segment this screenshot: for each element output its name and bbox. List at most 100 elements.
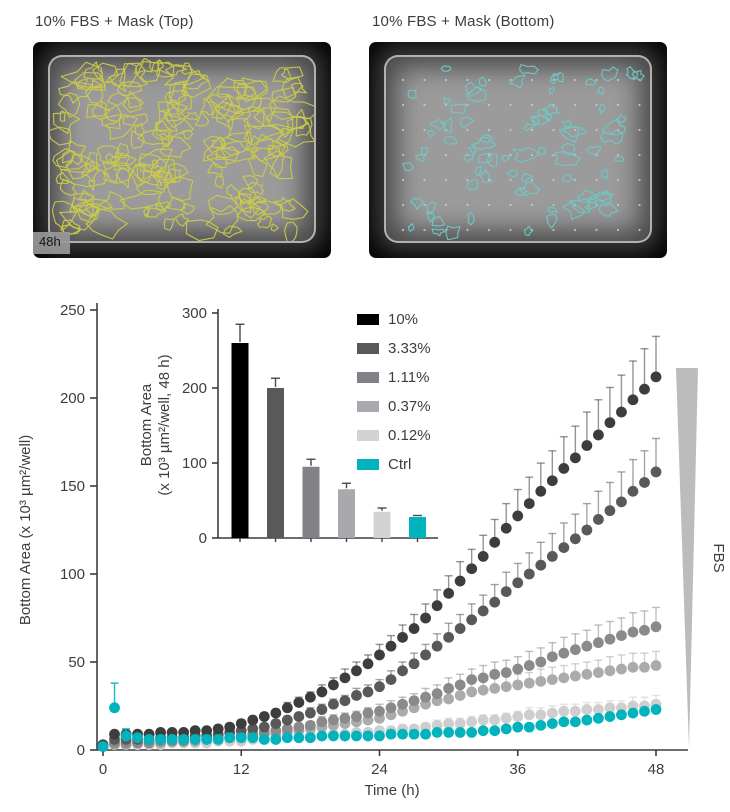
microscopy-image-bottom xyxy=(369,42,667,258)
inset-y-tick-label: 100 xyxy=(182,455,207,472)
y-tick-label: 150 xyxy=(60,478,85,495)
data-point xyxy=(374,730,385,742)
data-point xyxy=(581,714,593,726)
data-point xyxy=(569,452,581,464)
data-point xyxy=(639,477,650,488)
data-point xyxy=(224,721,236,733)
data-point xyxy=(385,728,397,740)
data-point xyxy=(592,514,604,525)
data-point xyxy=(316,686,328,698)
data-point xyxy=(604,417,616,429)
data-point xyxy=(466,614,478,626)
data-point xyxy=(500,522,512,534)
legend-swatch xyxy=(357,429,379,441)
data-point xyxy=(281,702,293,714)
data-point xyxy=(339,695,351,707)
panel-title-bottom-mask: 10% FBS + Mask (Bottom) xyxy=(372,13,555,30)
data-point xyxy=(281,732,293,744)
data-point xyxy=(558,705,570,717)
data-point xyxy=(178,734,190,745)
data-point xyxy=(454,623,466,634)
data-point xyxy=(650,704,662,715)
data-point xyxy=(489,714,501,726)
legend-label: Ctrl xyxy=(388,455,412,473)
data-point xyxy=(385,674,397,685)
microscopy-image-top: 48h xyxy=(33,42,331,258)
data-point xyxy=(351,665,362,677)
data-point xyxy=(201,725,213,737)
data-point xyxy=(397,728,408,740)
data-point xyxy=(270,718,282,729)
data-point xyxy=(293,721,305,733)
data-point xyxy=(627,707,639,719)
inset-y-tick-label: 0 xyxy=(199,530,207,547)
data-point xyxy=(500,586,512,597)
data-point xyxy=(466,716,478,728)
data-point xyxy=(523,721,535,733)
main-x-axis-label: Time (h) xyxy=(364,782,419,799)
bar-0.12% xyxy=(373,511,391,538)
data-point xyxy=(558,647,570,659)
data-point xyxy=(431,640,443,652)
data-point xyxy=(592,712,604,724)
data-point xyxy=(512,679,524,691)
legend-label: 10% xyxy=(388,310,419,328)
data-point xyxy=(546,674,558,685)
data-point xyxy=(155,734,167,745)
bar-Ctrl xyxy=(409,517,426,538)
data-point xyxy=(535,485,547,497)
bar-0.37% xyxy=(338,489,355,538)
data-point xyxy=(523,568,535,580)
data-point xyxy=(581,640,593,652)
data-point xyxy=(420,612,431,624)
data-point xyxy=(604,665,616,677)
data-point xyxy=(523,677,535,689)
y-tick-label: 50 xyxy=(68,654,85,671)
data-point xyxy=(616,663,627,675)
data-point xyxy=(258,734,270,745)
legend-label: 0.37% xyxy=(388,397,431,415)
data-point xyxy=(408,658,420,670)
data-point xyxy=(270,734,282,745)
data-point xyxy=(581,524,593,536)
data-point xyxy=(569,533,581,545)
data-point xyxy=(420,649,431,661)
data-point xyxy=(293,711,305,722)
data-point xyxy=(189,734,201,745)
bar-1.11% xyxy=(302,466,320,538)
data-point xyxy=(616,406,627,418)
data-point xyxy=(489,596,501,608)
data-point xyxy=(466,686,478,698)
data-point xyxy=(304,732,316,744)
legend-swatch xyxy=(357,371,379,383)
data-point xyxy=(247,732,259,744)
data-point xyxy=(270,707,282,719)
bar-3.33% xyxy=(267,388,284,538)
data-point xyxy=(650,621,662,633)
data-point xyxy=(512,577,524,589)
legend-item: 0.12% xyxy=(357,427,431,443)
data-point xyxy=(627,485,639,497)
data-point xyxy=(512,711,524,722)
data-point xyxy=(592,429,604,441)
inset-y-tick-label: 300 xyxy=(182,305,207,322)
inset-y-axis-label-line2: (x 10³ µm²/well, 48 h) xyxy=(156,354,173,495)
data-point xyxy=(546,651,558,663)
data-point xyxy=(328,679,339,691)
data-point xyxy=(604,702,616,714)
data-point xyxy=(362,686,374,698)
fbs-gradient-triangle xyxy=(676,368,698,748)
data-point xyxy=(339,730,351,742)
data-point xyxy=(351,730,362,742)
data-point xyxy=(466,727,478,738)
data-point xyxy=(592,704,604,715)
inset-bar-chart: 0 100 200 300 xyxy=(182,305,426,547)
data-point xyxy=(212,734,224,745)
data-point xyxy=(293,697,305,708)
data-point xyxy=(443,718,455,729)
data-point xyxy=(639,661,650,673)
data-point xyxy=(443,587,455,599)
data-point xyxy=(454,718,466,729)
data-point xyxy=(397,631,408,643)
legend: 10% 3.33% 1.11% 0.37% 0.12% Ctrl xyxy=(357,311,431,485)
